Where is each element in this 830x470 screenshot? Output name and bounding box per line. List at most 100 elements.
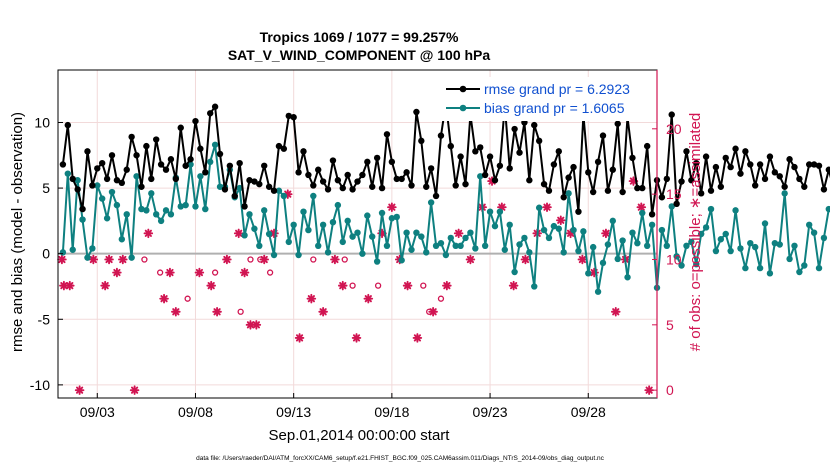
bias-point <box>339 238 346 246</box>
bias-point <box>275 187 283 194</box>
bias-point <box>535 204 543 211</box>
x-tick-label: 09/08 <box>178 404 213 420</box>
obs-assimilated-marker <box>118 254 128 265</box>
bias-point <box>472 245 479 252</box>
obs-assimilated-stroke <box>466 255 475 264</box>
obs-assimilated-marker <box>206 280 216 291</box>
obs-assimilated-marker <box>402 280 413 291</box>
obs-assimilated-marker <box>143 228 154 239</box>
rmse-point <box>241 203 248 210</box>
rmse-point <box>742 148 749 155</box>
rmse-point <box>172 175 180 183</box>
bias-point <box>462 234 469 242</box>
obs-assimilated-stroke <box>172 308 180 316</box>
bias-point <box>565 190 572 197</box>
obs-assimilated-stroke <box>295 334 304 342</box>
bias-point <box>781 190 788 197</box>
obs-assimilated-marker <box>233 228 244 239</box>
bias-point <box>378 209 386 217</box>
bias-point <box>182 201 189 209</box>
bias-point <box>202 205 209 213</box>
rmse-point <box>69 175 76 183</box>
obs-assimilated-stroke <box>213 308 221 316</box>
rmse-point <box>423 183 430 190</box>
rmse-point <box>702 153 710 160</box>
bias-point <box>820 234 828 242</box>
data-file-footnote: data file: /Users/raeder/DAI/ATM_forcXX/… <box>196 455 605 462</box>
obs-assimilated-stroke <box>307 295 315 303</box>
rmse-point <box>123 166 130 173</box>
rmse-point <box>300 148 307 155</box>
obs-assimilated-marker <box>363 293 374 304</box>
rmse-point <box>496 162 504 169</box>
y2-tick-label: 20 <box>666 121 682 137</box>
rmse-point <box>79 205 86 213</box>
bias-point <box>354 229 361 236</box>
bias-point <box>300 208 307 215</box>
rmse-point <box>722 154 729 162</box>
rmse-point <box>261 162 268 169</box>
rmse-point <box>756 161 764 168</box>
bias-point <box>516 241 523 248</box>
bias-point <box>349 233 356 240</box>
y-tick-label: -5 <box>38 311 51 327</box>
bias-point <box>285 238 292 246</box>
obs-assimilated-marker <box>636 202 647 212</box>
bias-point <box>756 264 764 272</box>
bias-point <box>103 215 111 222</box>
bias-point <box>531 283 538 290</box>
bias-point <box>614 255 621 263</box>
rmse-point <box>688 177 695 184</box>
obs-assimilated-marker <box>318 307 328 317</box>
bias-point <box>442 251 450 259</box>
obs-assimilated-marker <box>59 280 69 291</box>
obs-assimilated-stroke <box>235 229 243 237</box>
rmse-point <box>693 159 700 167</box>
bias-point <box>79 216 86 223</box>
bias-point <box>241 232 248 239</box>
rmse-point <box>437 132 445 139</box>
rmse-point <box>226 162 234 169</box>
rmse-point <box>359 171 366 179</box>
bias-point <box>545 234 553 242</box>
rmse-point <box>766 153 774 160</box>
rmse-point <box>334 177 342 184</box>
bias-point <box>64 170 72 177</box>
obs-assimilated-stroke <box>413 334 422 342</box>
rmse-point <box>388 158 396 166</box>
obs-assimilated-stroke <box>75 386 84 394</box>
obs-assimilated-marker <box>453 228 464 239</box>
obs-assimilated-stroke <box>207 282 215 290</box>
bias-point <box>143 207 150 214</box>
obs-assimilated-stroke <box>443 282 451 290</box>
rmse-point <box>550 161 558 168</box>
obs-possible-marker <box>349 282 356 289</box>
bias-point <box>344 217 351 225</box>
obs-possible-marker <box>310 256 317 263</box>
obs-assimilated-stroke <box>331 255 339 264</box>
obs-assimilated-stroke <box>510 282 518 290</box>
bias-point <box>94 182 101 189</box>
bias-point <box>138 205 145 213</box>
rmse-point <box>197 145 204 152</box>
bias-point <box>737 245 744 252</box>
y2-tick-label: 15 <box>666 186 682 202</box>
y-tick-label: -10 <box>30 377 50 393</box>
bias-point <box>501 246 508 253</box>
bias-point <box>270 251 278 259</box>
bias-point <box>806 221 813 229</box>
rmse-point <box>658 194 666 201</box>
obs-assimilated-stroke <box>89 255 97 264</box>
obs-assimilated-marker <box>442 280 452 291</box>
rmse-point <box>398 175 405 183</box>
bias-point <box>118 236 126 243</box>
rmse-point <box>162 166 170 173</box>
bias-point <box>177 203 184 210</box>
obs-assimilated-stroke <box>195 268 204 277</box>
y-tick-label: 10 <box>34 114 50 130</box>
rmse-point <box>771 169 779 176</box>
rmse-point <box>776 173 783 180</box>
bias-point <box>447 234 454 242</box>
obs-assimilated-marker <box>165 267 175 278</box>
bias-point <box>211 141 219 148</box>
